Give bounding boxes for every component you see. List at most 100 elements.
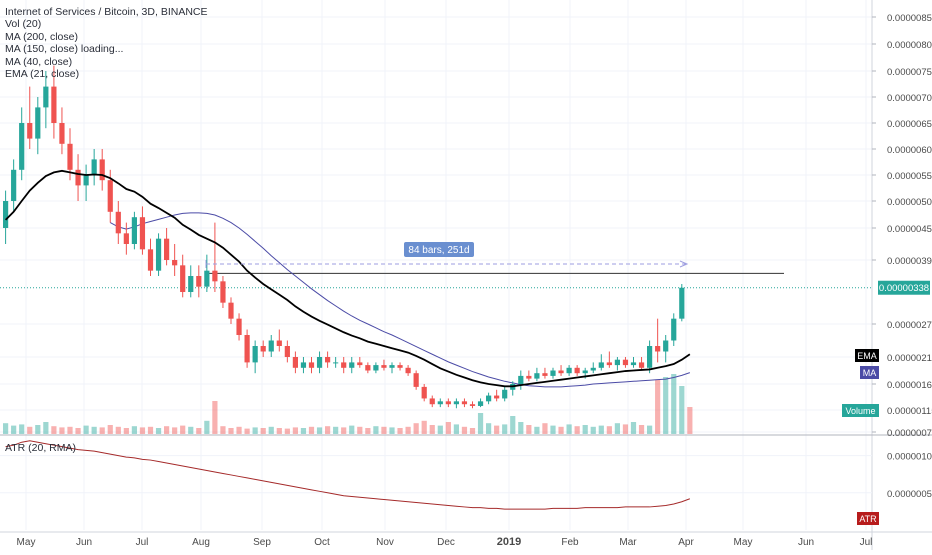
volume-bar bbox=[67, 426, 73, 434]
volume-bar bbox=[663, 377, 669, 434]
candle-body bbox=[663, 340, 669, 352]
indicator-ma150[interactable]: MA (150, close) loading... bbox=[5, 43, 124, 56]
candle-body bbox=[582, 370, 588, 374]
volume-bar bbox=[75, 428, 81, 434]
volume-bar bbox=[51, 426, 57, 434]
volume-bar bbox=[35, 425, 41, 434]
indicator-ema21[interactable]: EMA (21, close) bbox=[5, 68, 80, 81]
volume-bar bbox=[357, 426, 363, 434]
volume-bar bbox=[188, 426, 194, 434]
volume-bar bbox=[598, 425, 604, 434]
volume-bar bbox=[139, 427, 146, 434]
volume-bar bbox=[107, 425, 113, 434]
volume-bar bbox=[413, 423, 419, 434]
candle-body bbox=[598, 362, 604, 368]
chart-title[interactable]: Internet of Services / Bitcoin, 3D, BINA… bbox=[5, 6, 208, 18]
candle-body bbox=[11, 169, 17, 201]
volume-bar bbox=[27, 426, 33, 434]
candle-body bbox=[518, 375, 524, 384]
volume-bar bbox=[397, 428, 403, 434]
candle-body bbox=[647, 346, 653, 368]
last-price-value: 0.00000338 bbox=[879, 283, 929, 294]
volume-bar bbox=[196, 428, 202, 434]
last-price-badge bbox=[878, 280, 930, 295]
volume-bar bbox=[510, 416, 516, 434]
indicator-volume[interactable]: Vol (20) bbox=[5, 18, 42, 31]
candle-body bbox=[413, 373, 419, 387]
candle-body bbox=[534, 373, 540, 379]
time-tick-label: Feb bbox=[561, 537, 579, 548]
candle-body bbox=[590, 367, 596, 371]
price-tick-label: 0.00000115 bbox=[887, 406, 932, 417]
volume-bar bbox=[389, 427, 395, 434]
volume-bar bbox=[172, 427, 178, 434]
candle-body bbox=[99, 159, 105, 181]
volume-bar bbox=[526, 425, 532, 434]
volume-bar bbox=[445, 422, 451, 434]
time-tick-label: Mar bbox=[619, 537, 637, 548]
candle-body bbox=[123, 233, 129, 244]
candle-body bbox=[35, 107, 41, 139]
candle-body bbox=[453, 401, 459, 405]
candle-body bbox=[526, 375, 532, 379]
volume-bar bbox=[647, 425, 653, 434]
candle-body bbox=[502, 389, 508, 399]
candle-body bbox=[437, 401, 443, 405]
volume-bar bbox=[469, 428, 476, 434]
indicator-ma40[interactable]: MA (40, close) bbox=[5, 55, 73, 68]
volume-bar bbox=[486, 423, 492, 434]
volume-badge-box bbox=[842, 404, 879, 417]
indicator-ma200[interactable]: MA (200, close) bbox=[5, 30, 78, 43]
candle-body bbox=[566, 367, 572, 374]
time-tick-label: 2019 bbox=[497, 536, 521, 548]
candle-body bbox=[27, 123, 33, 139]
candle-body bbox=[461, 401, 468, 405]
volume-bar bbox=[606, 426, 612, 434]
volume-bar bbox=[268, 426, 274, 434]
candle-body bbox=[469, 404, 476, 406]
volume-bar bbox=[518, 422, 524, 434]
candle-body bbox=[75, 169, 81, 186]
ma-badge-box bbox=[860, 366, 879, 379]
candle-body bbox=[445, 401, 451, 405]
candle-body bbox=[188, 276, 194, 292]
volume-bar bbox=[204, 420, 210, 434]
candle-body bbox=[655, 346, 661, 352]
candle-body bbox=[558, 370, 564, 374]
candle-body bbox=[172, 260, 178, 266]
time-tick-label: Jun bbox=[76, 537, 92, 548]
volume-bar bbox=[260, 428, 266, 434]
volume-bar bbox=[622, 424, 629, 434]
candle-body bbox=[542, 373, 548, 376]
candle-body bbox=[357, 362, 363, 366]
candle-body bbox=[276, 340, 282, 346]
time-tick-label: Apr bbox=[678, 537, 694, 548]
volume-bar bbox=[284, 428, 290, 434]
volume-bar bbox=[453, 424, 459, 434]
candle-body bbox=[349, 362, 355, 368]
price-tick-label: 0.00000075 bbox=[887, 428, 932, 439]
volume-bar bbox=[550, 425, 556, 434]
candle-body bbox=[139, 217, 146, 250]
candle-body bbox=[204, 270, 210, 287]
volume-bar bbox=[99, 427, 105, 434]
atr-legend[interactable]: ATR (20, RMA) bbox=[5, 442, 76, 454]
volume-bar bbox=[316, 427, 323, 434]
volume-bar bbox=[228, 428, 234, 434]
candle-body bbox=[381, 365, 387, 368]
volume-bar bbox=[630, 422, 637, 434]
volume-bar bbox=[300, 428, 307, 434]
candle-body bbox=[405, 367, 411, 374]
measure-label: 84 bars, 251d bbox=[408, 245, 469, 256]
candle-body bbox=[164, 238, 170, 260]
volume-bar bbox=[308, 426, 315, 434]
volume-bar bbox=[164, 426, 170, 434]
